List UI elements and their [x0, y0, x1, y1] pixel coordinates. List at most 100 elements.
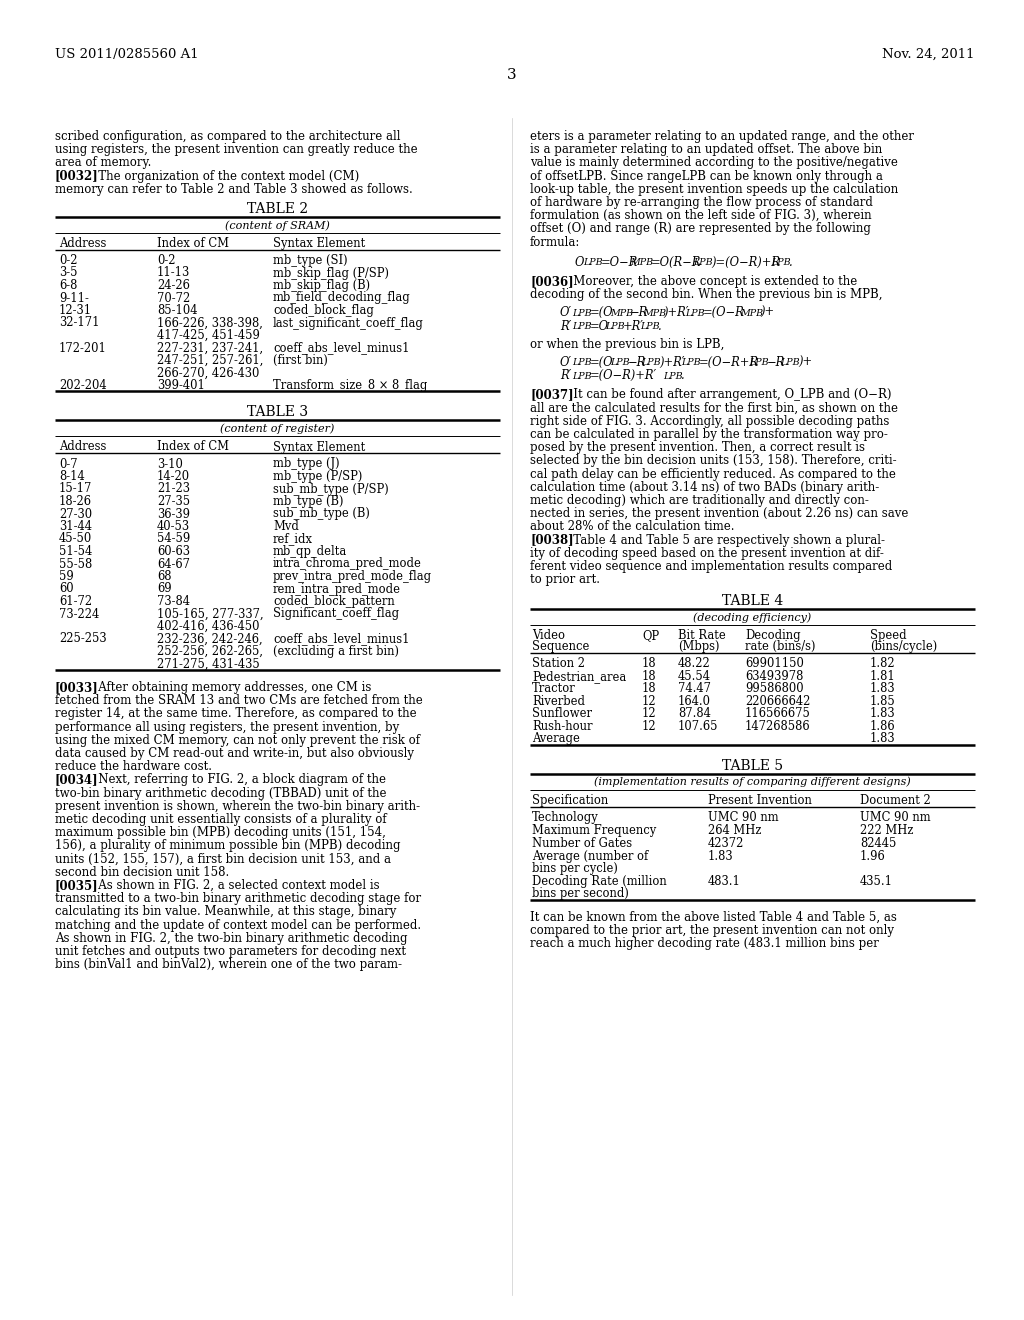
Text: scribed configuration, as compared to the architecture all: scribed configuration, as compared to th… — [55, 129, 400, 143]
Text: compared to the prior art, the present invention can not only: compared to the prior art, the present i… — [530, 924, 894, 937]
Text: fetched from the SRAM 13 and two CMs are fetched from the: fetched from the SRAM 13 and two CMs are… — [55, 694, 423, 708]
Text: Tractor: Tractor — [532, 682, 575, 696]
Text: 11-13: 11-13 — [157, 267, 190, 280]
Text: TABLE 3: TABLE 3 — [247, 405, 308, 420]
Text: 12: 12 — [642, 719, 656, 733]
Text: [0038]: [0038] — [530, 533, 573, 546]
Text: 63493978: 63493978 — [745, 671, 804, 682]
Text: =(O−R)+R′: =(O−R)+R′ — [590, 370, 657, 383]
Text: coeff_abs_level_minus1: coeff_abs_level_minus1 — [273, 342, 410, 355]
Text: 27-35: 27-35 — [157, 495, 190, 508]
Text: memory can refer to Table 2 and Table 3 showed as follows.: memory can refer to Table 2 and Table 3 … — [55, 182, 413, 195]
Text: about 28% of the calculation time.: about 28% of the calculation time. — [530, 520, 734, 533]
Text: ity of decoding speed based on the present invention at dif-: ity of decoding speed based on the prese… — [530, 546, 884, 560]
Text: 12: 12 — [642, 694, 656, 708]
Text: sub_mb_type (P/SP): sub_mb_type (P/SP) — [273, 483, 389, 495]
Text: UMC 90 nm: UMC 90 nm — [860, 810, 931, 824]
Text: 12: 12 — [642, 708, 656, 721]
Text: After obtaining memory addresses, one CM is: After obtaining memory addresses, one CM… — [87, 681, 371, 694]
Text: mb_type (SI): mb_type (SI) — [273, 253, 347, 267]
Text: Decoding Rate (million: Decoding Rate (million — [532, 875, 667, 888]
Text: LPB: LPB — [572, 322, 592, 331]
Text: LPB: LPB — [572, 359, 592, 367]
Text: LPB: LPB — [610, 359, 630, 367]
Text: mb_qp_delta: mb_qp_delta — [273, 545, 347, 558]
Text: Speed: Speed — [870, 630, 906, 643]
Text: 1.83: 1.83 — [870, 733, 896, 746]
Text: )+R′: )+R′ — [663, 306, 688, 319]
Text: MPB: MPB — [630, 259, 653, 267]
Text: Next, referring to FIG. 2, a block diagram of the: Next, referring to FIG. 2, a block diagr… — [87, 774, 386, 787]
Text: 225-253: 225-253 — [59, 632, 106, 645]
Text: LPB: LPB — [663, 372, 683, 380]
Text: mb_type (B): mb_type (B) — [273, 495, 343, 508]
Text: [0033]: [0033] — [55, 681, 98, 694]
Text: 116566675: 116566675 — [745, 708, 811, 721]
Text: 85-104: 85-104 — [157, 304, 198, 317]
Text: 0-7: 0-7 — [59, 458, 78, 470]
Text: [0034]: [0034] — [55, 774, 98, 787]
Text: LPB: LPB — [771, 259, 791, 267]
Text: Video: Video — [532, 630, 565, 643]
Text: 18: 18 — [642, 682, 656, 696]
Text: Sequence: Sequence — [532, 640, 590, 653]
Text: R′: R′ — [560, 319, 571, 333]
Text: 69: 69 — [157, 582, 172, 595]
Text: (content of register): (content of register) — [220, 424, 335, 434]
Text: unit fetches and outputs two parameters for decoding next: unit fetches and outputs two parameters … — [55, 945, 406, 958]
Text: 1.82: 1.82 — [870, 657, 896, 671]
Text: Bit Rate: Bit Rate — [678, 630, 726, 643]
Text: offset (O) and range (R) are represented by the following: offset (O) and range (R) are represented… — [530, 222, 870, 235]
Text: 1.83: 1.83 — [708, 850, 733, 863]
Text: value is mainly determined according to the positive/negative: value is mainly determined according to … — [530, 156, 898, 169]
Text: )+: )+ — [798, 356, 812, 370]
Text: units (152, 155, 157), a first bin decision unit 153, and a: units (152, 155, 157), a first bin decis… — [55, 853, 391, 866]
Text: metic decoding) which are traditionally and directly con-: metic decoding) which are traditionally … — [530, 494, 869, 507]
Text: 164.0: 164.0 — [678, 694, 711, 708]
Text: Transform_size_8 × 8_flag: Transform_size_8 × 8_flag — [273, 379, 427, 392]
Text: ferent video sequence and implementation results compared: ferent video sequence and implementation… — [530, 560, 892, 573]
Text: bins (binVal1 and binVal2), wherein one of the two param-: bins (binVal1 and binVal2), wherein one … — [55, 958, 402, 972]
Text: or when the previous bin is LPB,: or when the previous bin is LPB, — [530, 338, 724, 351]
Text: O′: O′ — [560, 306, 572, 319]
Text: 64-67: 64-67 — [157, 557, 190, 570]
Text: It can be known from the above listed Table 4 and Table 5, as: It can be known from the above listed Ta… — [530, 911, 897, 924]
Text: As shown in FIG. 2, a selected context model is: As shown in FIG. 2, a selected context m… — [87, 879, 379, 892]
Text: TABLE 4: TABLE 4 — [722, 594, 783, 609]
Text: QP: QP — [642, 630, 659, 643]
Text: =(O: =(O — [590, 306, 613, 319]
Text: 18: 18 — [642, 671, 656, 682]
Text: =O(R−R: =O(R−R — [651, 256, 701, 269]
Text: 36-39: 36-39 — [157, 507, 190, 520]
Text: It can be found after arrangement, O_LPB and (O−R): It can be found after arrangement, O_LPB… — [561, 388, 891, 401]
Text: 105-165, 277-337,: 105-165, 277-337, — [157, 607, 263, 620]
Text: 32-171: 32-171 — [59, 317, 99, 330]
Text: 232-236, 242-246,: 232-236, 242-246, — [157, 632, 262, 645]
Text: (decoding efficiency): (decoding efficiency) — [693, 612, 812, 623]
Text: [0037]: [0037] — [530, 388, 573, 401]
Text: MPB: MPB — [740, 309, 763, 318]
Text: 60: 60 — [59, 582, 74, 595]
Text: formulation (as shown on the left side of FIG. 3), wherein: formulation (as shown on the left side o… — [530, 209, 871, 222]
Text: last_significant_coeff_flag: last_significant_coeff_flag — [273, 317, 424, 330]
Text: [0035]: [0035] — [55, 879, 98, 892]
Text: 402-416, 436-450: 402-416, 436-450 — [157, 620, 259, 634]
Text: intra_chroma_pred_mode: intra_chroma_pred_mode — [273, 557, 422, 570]
Text: 8-14: 8-14 — [59, 470, 85, 483]
Text: data caused by CM read-out and write-in, but also obviously: data caused by CM read-out and write-in,… — [55, 747, 414, 760]
Text: UMC 90 nm: UMC 90 nm — [708, 810, 778, 824]
Text: 40-53: 40-53 — [157, 520, 190, 533]
Text: mb_field_decoding_flag: mb_field_decoding_flag — [273, 292, 411, 305]
Text: 266-270, 426-430: 266-270, 426-430 — [157, 367, 259, 380]
Text: eters is a parameter relating to an updated range, and the other: eters is a parameter relating to an upda… — [530, 129, 914, 143]
Text: selected by the bin decision units (153, 158). Therefore, criti-: selected by the bin decision units (153,… — [530, 454, 897, 467]
Text: Maximum Frequency: Maximum Frequency — [532, 824, 656, 837]
Text: Present Invention: Present Invention — [708, 793, 812, 807]
Text: coded_block_flag: coded_block_flag — [273, 304, 374, 317]
Text: nected in series, the present invention (about 2.26 ns) can save: nected in series, the present invention … — [530, 507, 908, 520]
Text: Syntax Element: Syntax Element — [273, 441, 366, 454]
Text: calculation time (about 3.14 ns) of two BADs (binary arith-: calculation time (about 3.14 ns) of two … — [530, 480, 880, 494]
Text: )+: )+ — [760, 306, 774, 319]
Text: )+R′: )+R′ — [659, 356, 684, 370]
Text: 1.83: 1.83 — [870, 682, 896, 696]
